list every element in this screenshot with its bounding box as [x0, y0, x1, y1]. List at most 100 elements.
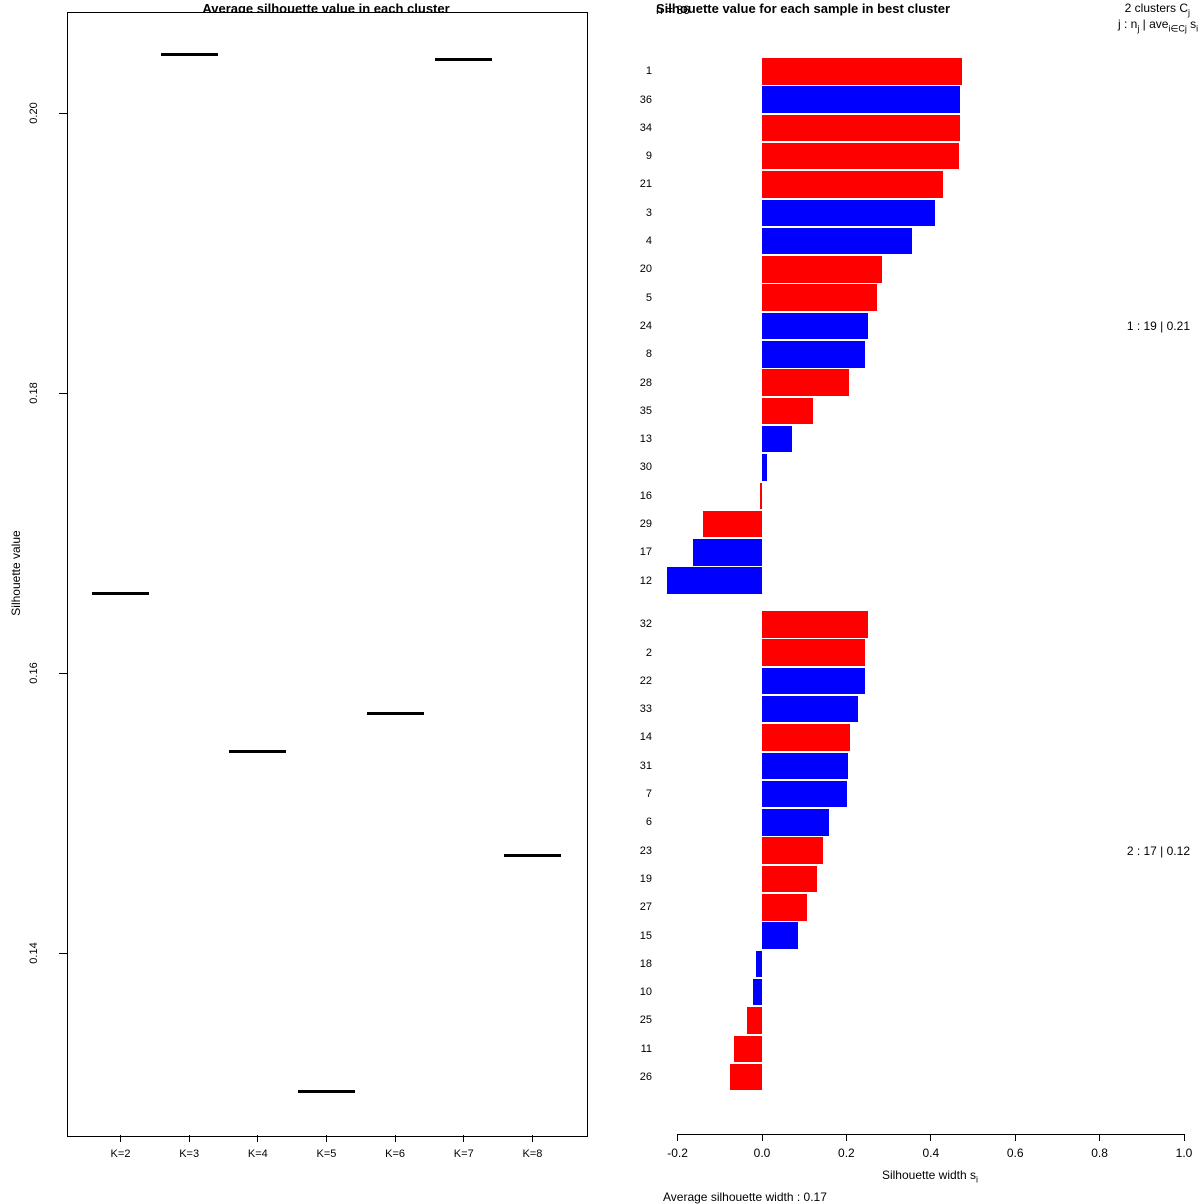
x-tick-label: 0.4 — [922, 1146, 940, 1160]
sample-id-label: 4 — [645, 235, 652, 248]
sample-id-label: 14 — [639, 731, 652, 744]
x-tick-label: 0.6 — [1006, 1146, 1024, 1160]
silhouette-bar — [762, 809, 829, 836]
sample-id-label: 9 — [645, 150, 652, 163]
silhouette-bar — [762, 227, 912, 255]
x-tick-mark — [930, 1134, 932, 1141]
sample-id-label: 29 — [639, 518, 652, 531]
silhouette-bar — [762, 922, 798, 949]
sample-id-label: 17 — [639, 546, 652, 559]
x-tick-label: 0.8 — [1091, 1146, 1108, 1160]
sample-id-label: 26 — [639, 1071, 652, 1084]
silhouette-bar — [762, 667, 865, 695]
right-header-clusters: 2 clusters Cj — [1124, 1, 1190, 18]
y-tick-mark — [59, 672, 67, 674]
sample-id-label: 27 — [639, 901, 652, 914]
silhouette-bar — [762, 284, 877, 311]
silhouette-bar — [762, 454, 768, 481]
silhouette-bar — [730, 1063, 762, 1091]
x-tick-label: 0.0 — [753, 1146, 771, 1160]
x-tick-label: K=4 — [247, 1148, 268, 1160]
sample-id-label: 33 — [639, 703, 652, 716]
average-silhouette-footer: Average silhouette width : 0.17 — [663, 1190, 827, 1204]
silhouette-bar — [762, 199, 936, 226]
sample-id-label: 13 — [639, 433, 652, 446]
sample-id-label: 16 — [639, 489, 652, 502]
x-tick-mark — [120, 1135, 121, 1142]
sample-id-label: 25 — [639, 1014, 652, 1027]
silhouette-bar — [762, 752, 849, 779]
sample-id-label: 6 — [645, 816, 652, 829]
sample-id-label: 12 — [639, 574, 652, 587]
y-tick-label: 0.20 — [28, 102, 40, 124]
silhouette-bar — [747, 1007, 762, 1034]
x-tick-label: K=2 — [110, 1148, 131, 1160]
silhouette-bar — [762, 256, 883, 283]
cluster-annotation: 2 : 17 | 0.12 — [1126, 843, 1190, 858]
x-tick-mark — [325, 1135, 327, 1142]
x-tick-mark — [1183, 1134, 1185, 1141]
silhouette-bar — [762, 780, 847, 808]
x-tick-mark — [677, 1134, 679, 1141]
right-n-label: n = 36 — [656, 3, 690, 17]
y-tick-mark — [59, 112, 67, 114]
silhouette-bar — [762, 397, 813, 425]
x-tick-mark — [257, 1135, 259, 1142]
y-tick-label: 0.18 — [28, 382, 40, 404]
x-tick-label: K=8 — [522, 1148, 543, 1160]
sample-id-label: 11 — [640, 1042, 652, 1055]
silhouette-bar — [762, 639, 865, 666]
silhouette-bar — [759, 482, 762, 509]
silhouette-bar — [753, 978, 762, 1006]
silhouette-bar — [702, 510, 762, 538]
x-tick-mark — [845, 1134, 847, 1141]
silhouette-bar — [762, 865, 818, 893]
left-y-axis-title: Silhouette value — [9, 530, 23, 616]
avg-silhouette-segment — [435, 58, 493, 62]
sample-id-label: 19 — [639, 872, 652, 885]
silhouette-bar — [762, 58, 963, 85]
x-tick-mark — [188, 1135, 190, 1142]
x-tick-label: 1.0 — [1175, 1146, 1193, 1160]
x-tick-label: -0.2 — [667, 1146, 688, 1160]
sample-id-label: 36 — [639, 93, 652, 106]
sample-id-label: 5 — [645, 291, 652, 304]
silhouette-bar — [667, 567, 762, 594]
silhouette-bar — [693, 539, 762, 566]
sample-id-label: 22 — [639, 674, 652, 687]
x-tick-mark — [394, 1135, 396, 1142]
sample-id-label: 2 — [645, 646, 652, 659]
silhouette-bar — [762, 114, 960, 142]
sample-id-label: 18 — [639, 957, 652, 970]
y-tick-label: 0.14 — [28, 942, 40, 964]
x-tick-mark — [463, 1135, 465, 1142]
right-x-axis-title: Silhouette width si — [881, 1168, 979, 1185]
avg-silhouette-segment — [297, 1090, 355, 1094]
silhouette-bar — [762, 369, 850, 396]
silhouette-bar — [762, 837, 824, 864]
avg-silhouette-segment — [160, 52, 218, 56]
silhouette-bar — [762, 312, 869, 340]
silhouette-bar — [762, 341, 865, 368]
silhouette-bar — [762, 142, 960, 170]
left-plot-box — [67, 12, 588, 1137]
cluster-annotation: 1 : 19 | 0.21 — [1126, 318, 1190, 333]
sample-id-label: 23 — [639, 844, 652, 857]
x-tick-label: K=6 — [385, 1148, 406, 1160]
silhouette-bar — [762, 611, 869, 638]
silhouette-bar — [762, 894, 807, 921]
x-tick-mark — [1099, 1134, 1101, 1141]
sample-id-label: 7 — [645, 788, 652, 801]
right-chart-title: Silhouette value for each sample in best… — [656, 1, 951, 16]
sample-id-label: 8 — [645, 348, 652, 361]
sample-id-label: 3 — [645, 206, 652, 219]
silhouette-bar — [762, 86, 961, 113]
sample-id-label: 24 — [639, 319, 652, 332]
sample-id-label: 1 — [645, 65, 652, 78]
sample-id-label: 21 — [639, 178, 652, 191]
y-tick-mark — [59, 392, 67, 394]
avg-silhouette-segment — [92, 591, 149, 595]
sample-id-label: 34 — [639, 121, 652, 134]
x-tick-label: K=7 — [453, 1148, 474, 1160]
